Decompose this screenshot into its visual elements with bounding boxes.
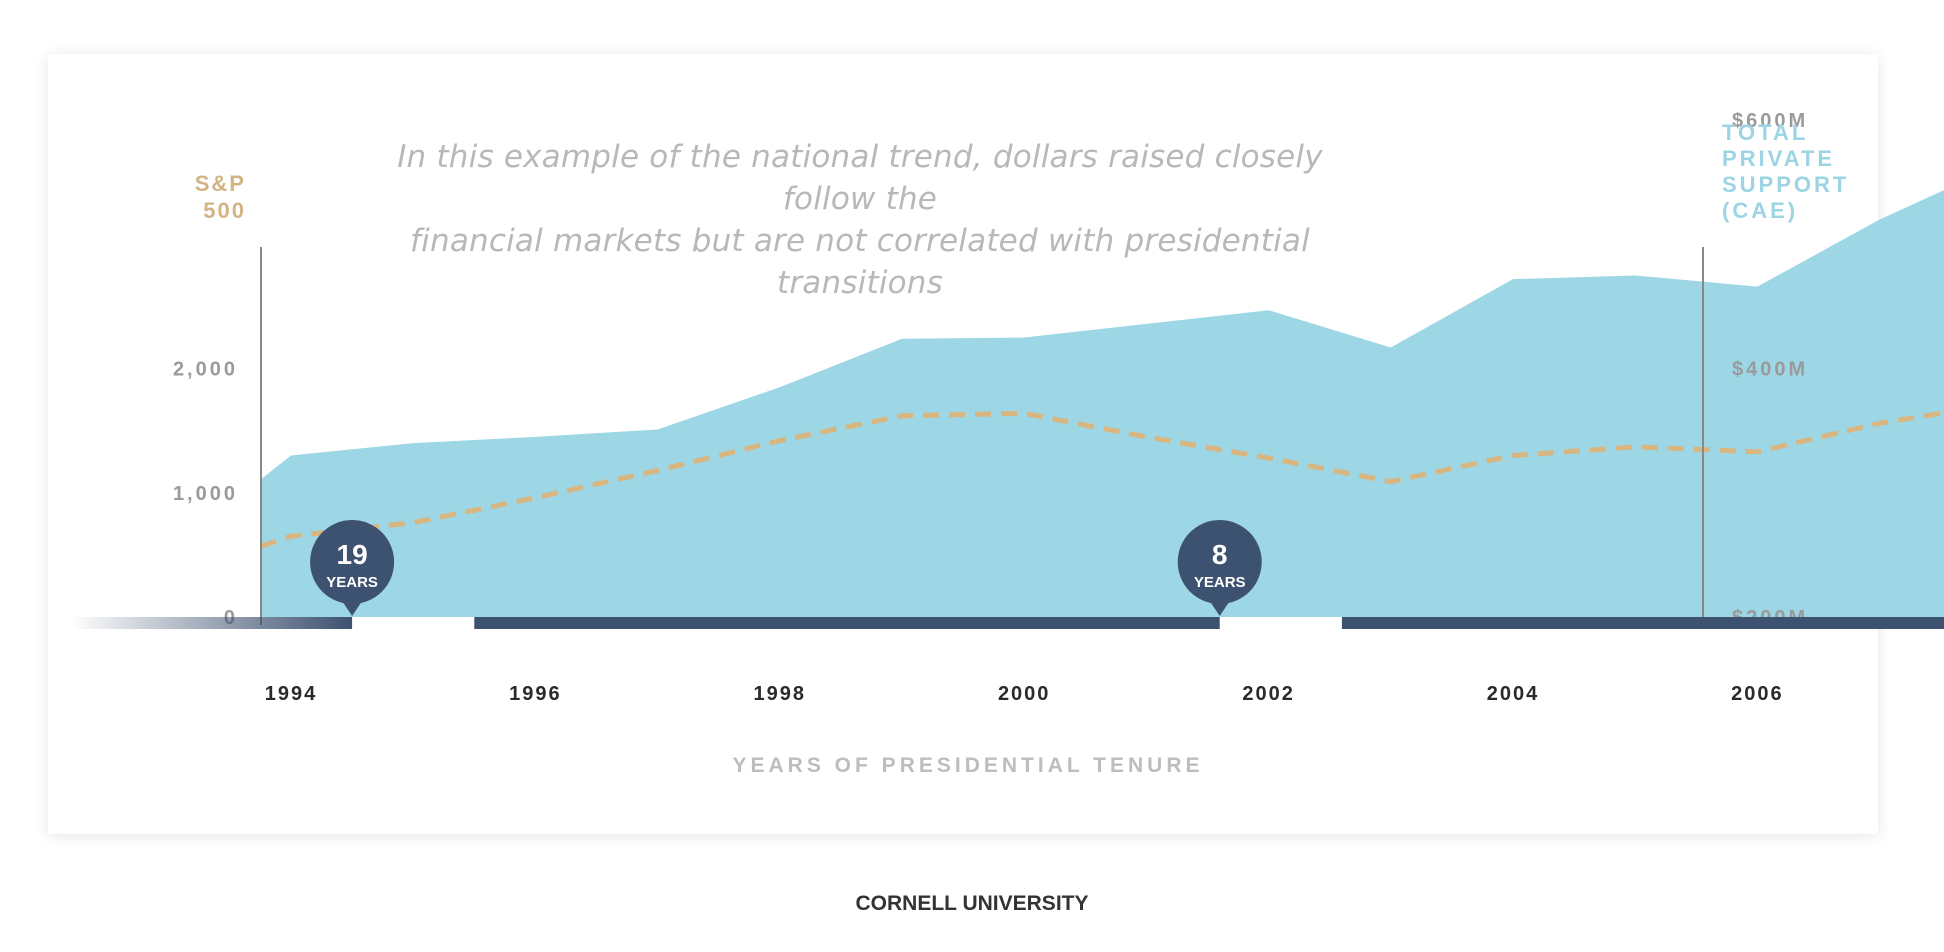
subtitle-line-2: financial markets but are not correlated… [410, 223, 1310, 301]
tenure-badge: 8 YEARS [1177, 520, 1262, 616]
tenure-years-unit: YEARS [326, 574, 378, 591]
x-tick-label: 2000 [998, 683, 1051, 705]
sp500-line [260, 410, 1944, 549]
left-axis-label: S&P 500 [150, 170, 246, 224]
x-tick-label: 2002 [1242, 683, 1295, 705]
tenure-badge-pointer [1207, 598, 1232, 616]
support-area [261, 190, 1944, 617]
tenure-bar [474, 617, 1220, 629]
x-tick-label: 2006 [1731, 683, 1784, 705]
right-axis-label-line-1: TOTAL [1722, 120, 1809, 145]
left-tick-label: 1,000 [173, 483, 238, 505]
right-axis-label-line-3: SUPPORT [1722, 172, 1850, 197]
left-tick-label: 2,000 [173, 359, 238, 381]
subtitle-line-1: In this example of the national trend, d… [397, 139, 1323, 217]
right-axis-label-line-4: (CAE) [1722, 198, 1799, 223]
tenure-years-number: 19 [337, 539, 368, 570]
right-tick-label: $400M [1732, 359, 1808, 381]
right-axis-label: TOTAL PRIVATE SUPPORT (CAE) [1722, 120, 1882, 224]
x-tick-label: 2004 [1487, 683, 1540, 705]
x-tick-label: 1998 [754, 683, 807, 705]
tenure-bar [1341, 617, 1944, 629]
x-tick-label: 1994 [265, 683, 318, 705]
footer-label: CORNELL UNIVERSITY [855, 892, 1089, 915]
left-axis-label-line-1: S&P [194, 171, 246, 196]
tenure-bar [70, 617, 353, 629]
tenure-badge-pointer [340, 598, 365, 616]
tenure-badge-circle [310, 520, 395, 604]
left-axis-label-line-2: 500 [203, 198, 246, 223]
tenure-years-unit: YEARS [1194, 574, 1246, 591]
right-axis-label-line-2: PRIVATE [1722, 146, 1836, 171]
x-axis-label: YEARS OF PRESIDENTIAL TENURE [732, 754, 1204, 777]
x-tick-label: 1996 [509, 683, 562, 705]
tenure-badge-circle [1177, 520, 1262, 604]
right-tick-label: $600M [1732, 110, 1808, 132]
tenure-badge: 19 YEARS [310, 520, 395, 616]
chart-subtitle: In this example of the national trend, d… [380, 136, 1340, 304]
tenure-years-number: 8 [1212, 539, 1228, 570]
